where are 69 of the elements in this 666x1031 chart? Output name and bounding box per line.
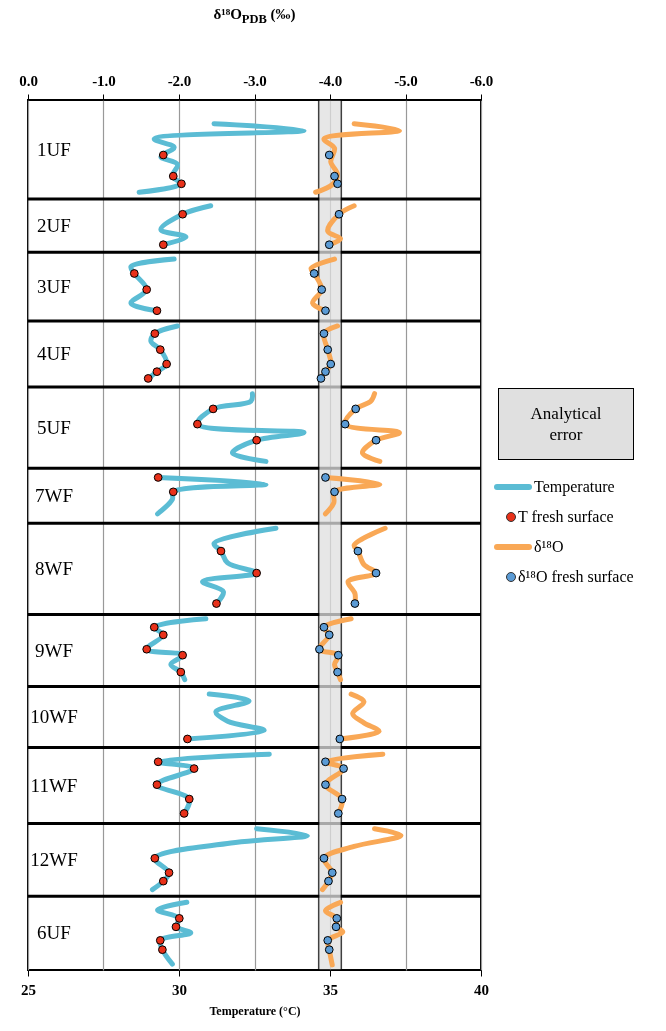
annotation: 4UF: [37, 342, 71, 364]
annotation: 6UF: [37, 922, 71, 944]
annotation: 2UF: [37, 214, 71, 236]
point: [142, 285, 152, 294]
point: [142, 644, 152, 654]
point: [208, 404, 218, 414]
point: [143, 374, 153, 383]
point: [158, 240, 168, 250]
point: [158, 150, 168, 160]
point: [164, 868, 174, 878]
x2-tick-label: -5.0: [394, 72, 418, 89]
legend-label: Temperature: [534, 478, 615, 496]
point: [171, 922, 181, 932]
annotation: 5UF: [37, 416, 71, 438]
point: [150, 329, 160, 338]
annotation: 12WF: [30, 848, 78, 870]
x-tick-label: 30: [172, 981, 187, 998]
point: [176, 667, 186, 677]
point: [155, 345, 165, 355]
point: [153, 473, 163, 482]
point: [152, 780, 162, 790]
annotation: 10WF: [30, 705, 78, 727]
point: [178, 209, 187, 219]
annotation: 1UF: [37, 138, 71, 160]
legend-label: δ¹⁸O fresh surface: [518, 568, 634, 586]
x2-tick-label: -2.0: [167, 72, 192, 89]
annotation: 7WF: [35, 484, 73, 506]
point: [184, 794, 194, 804]
point: [162, 359, 171, 369]
point: [179, 809, 189, 818]
point: [252, 568, 261, 578]
point: [174, 914, 184, 923]
x2-tick-label: -6.0: [469, 72, 494, 89]
point: [212, 599, 221, 608]
x-tick-label: 25: [21, 981, 36, 998]
x2-tick-label: -1.0: [92, 72, 116, 89]
annotation: 8WF: [35, 557, 73, 579]
x-tick-label: 35: [323, 981, 338, 998]
point: [183, 734, 192, 744]
annotation: 3UF: [37, 275, 71, 297]
point: [152, 306, 162, 316]
point: [178, 650, 187, 660]
annotation: 11WF: [30, 774, 78, 796]
key-box: Analytical error: [498, 388, 634, 460]
point: [158, 630, 168, 640]
x-axis-title: Temperature (°C): [209, 1003, 301, 1018]
point: [216, 546, 226, 556]
point: [158, 945, 167, 955]
x2-axis-title: δ¹⁸O$_{PDB}$ (‰): [212, 6, 297, 27]
point: [150, 853, 160, 863]
point: [158, 876, 168, 886]
annotation: 9WF: [35, 639, 73, 661]
x2-tick-label: -3.0: [243, 72, 267, 89]
point: [129, 269, 139, 278]
x2-tick-label: 0.0: [19, 72, 38, 89]
point: [152, 367, 162, 377]
point: [189, 764, 199, 773]
point: [168, 487, 178, 497]
point: [252, 435, 261, 445]
point: [193, 419, 202, 429]
x2-tick-label: -4.0: [318, 72, 343, 89]
point: [153, 757, 163, 767]
x-tick-label: 40: [474, 981, 489, 998]
point: [155, 936, 165, 945]
legend-label: T fresh surface: [518, 508, 614, 526]
point: [168, 171, 178, 181]
point: [149, 622, 159, 632]
legend-label: δ¹⁸O: [534, 538, 564, 556]
point: [177, 179, 186, 189]
